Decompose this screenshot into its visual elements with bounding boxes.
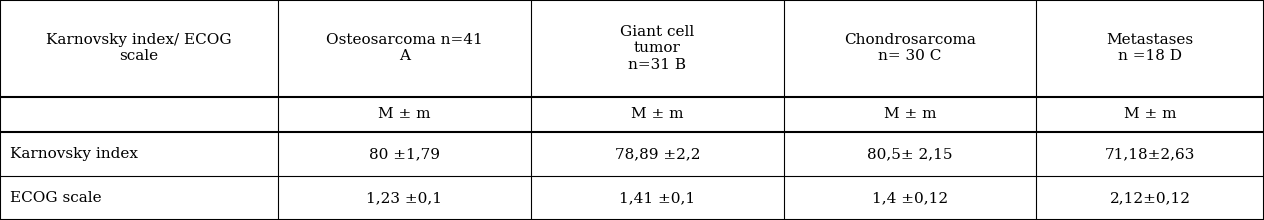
Text: 80,5± 2,15: 80,5± 2,15 xyxy=(867,147,953,161)
Text: ECOG scale: ECOG scale xyxy=(10,191,101,205)
Text: Giant cell
tumor
n=31 B: Giant cell tumor n=31 B xyxy=(621,25,694,72)
Text: M ± m: M ± m xyxy=(1124,107,1177,121)
Text: 80 ±1,79: 80 ±1,79 xyxy=(369,147,440,161)
Text: 78,89 ±2,2: 78,89 ±2,2 xyxy=(614,147,700,161)
Text: M ± m: M ± m xyxy=(884,107,937,121)
Text: 1,41 ±0,1: 1,41 ±0,1 xyxy=(619,191,695,205)
Text: 1,4 ±0,12: 1,4 ±0,12 xyxy=(872,191,948,205)
Text: 1,23 ±0,1: 1,23 ±0,1 xyxy=(367,191,442,205)
Text: M ± m: M ± m xyxy=(378,107,431,121)
Text: Karnovsky index/ ECOG
scale: Karnovsky index/ ECOG scale xyxy=(47,33,231,64)
Text: 71,18±2,63: 71,18±2,63 xyxy=(1105,147,1196,161)
Text: Karnovsky index: Karnovsky index xyxy=(10,147,138,161)
Text: Metastases
n =18 D: Metastases n =18 D xyxy=(1107,33,1193,64)
Text: 2,12±0,12: 2,12±0,12 xyxy=(1110,191,1191,205)
Text: Osteosarcoma n=41
A: Osteosarcoma n=41 A xyxy=(326,33,483,64)
Text: Chondrosarcoma
n= 30 C: Chondrosarcoma n= 30 C xyxy=(844,33,976,64)
Text: M ± m: M ± m xyxy=(631,107,684,121)
